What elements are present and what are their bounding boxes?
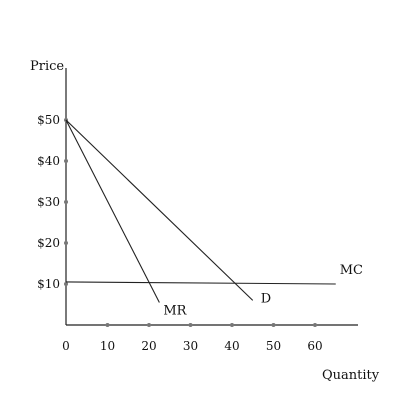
- x-ticks: 0 10 20 30 40 50 60: [62, 323, 322, 353]
- x-tick-mark: [272, 323, 276, 327]
- y-tick-label: $40: [37, 154, 60, 168]
- x-tick-label: 0: [62, 339, 70, 353]
- y-tick-label: $20: [37, 236, 60, 250]
- y-axis-label: Price: [30, 59, 64, 74]
- x-axis-label: Quantity: [322, 368, 380, 383]
- y-tick-mark: [64, 282, 68, 286]
- x-tick-label: 60: [307, 339, 322, 353]
- x-tick-mark: [189, 323, 193, 327]
- x-tick-label: 20: [141, 339, 156, 353]
- series-line-mc: [66, 282, 336, 284]
- y-tick-mark: [64, 200, 68, 204]
- series-line-d: [66, 120, 253, 300]
- y-tick-label: $10: [37, 277, 60, 291]
- x-tick-label: 40: [224, 339, 239, 353]
- y-tick-label: $30: [37, 195, 60, 209]
- y-ticks: $10 $20 $30 $40 $50: [37, 113, 68, 291]
- x-tick-mark: [106, 323, 110, 327]
- x-tick-mark: [313, 323, 317, 327]
- y-tick-mark: [64, 159, 68, 163]
- series-label-mc: MC: [340, 263, 363, 278]
- x-tick-mark: [147, 323, 151, 327]
- series-label-mr: MR: [163, 303, 187, 318]
- y-tick-mark: [64, 241, 68, 245]
- series-group: MR D MC: [66, 120, 363, 318]
- x-tick-label: 10: [100, 339, 115, 353]
- series-label-d: D: [261, 291, 271, 306]
- series-line-mr: [66, 120, 159, 302]
- y-tick-label: $50: [37, 113, 60, 127]
- x-tick-mark: [230, 323, 234, 327]
- x-tick-label: 30: [183, 339, 198, 353]
- x-tick-label: 50: [266, 339, 281, 353]
